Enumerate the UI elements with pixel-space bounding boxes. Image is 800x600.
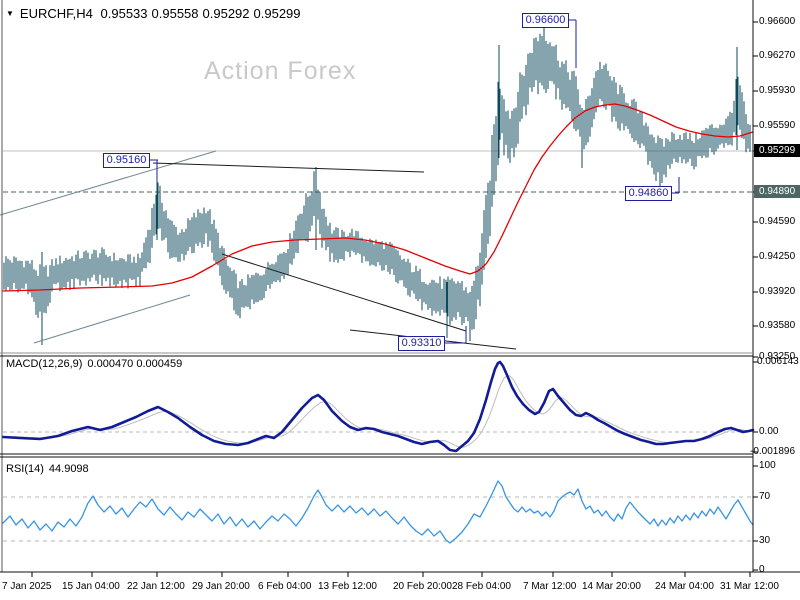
time-axis-label: 22 Jan 12:00	[127, 581, 185, 592]
rsi-name: RSI(14)	[6, 463, 44, 475]
rsi-axis-label: 70	[759, 491, 771, 502]
price-axis-label: 0.94250	[759, 251, 796, 262]
time-axis-label: 7 Jan 2025	[2, 581, 52, 592]
time-axis-label: 14 Mar 20:00	[582, 581, 641, 592]
rsi-axis-label: 100	[759, 460, 776, 471]
ohlc-high: 0.95558	[151, 6, 199, 21]
price-tag-0.93310[interactable]: 0.93310	[398, 336, 445, 351]
time-axis-label: 20 Feb 20:00	[393, 581, 452, 592]
rsi-axis-label: 30	[759, 535, 771, 546]
price-tag-0.95160[interactable]: 0.95160	[103, 153, 150, 168]
price-axis-label: 0.95590	[759, 120, 796, 131]
price-axis-label: 0.93580	[759, 320, 796, 331]
ohlc-open: 0.95533	[100, 6, 148, 21]
rsi-axis-label: 0	[759, 564, 765, 575]
time-axis-label: 6 Feb 04:00	[258, 581, 312, 592]
watermark: Action Forex	[204, 57, 357, 85]
macd-axis-label: 0.006143	[757, 356, 799, 367]
price-axis-label: 0.94590	[759, 216, 796, 227]
time-axis-label: 15 Jan 04:00	[62, 581, 120, 592]
macd-values: 0.000470 0.000459	[87, 358, 183, 370]
ohlc-close: 0.95299	[253, 6, 301, 21]
chart-header: ▼ EURCHF,H4 0.95533 0.95558 0.95292 0.95299	[6, 6, 305, 21]
macd-axis-label: -0.001896	[750, 446, 796, 457]
price-axis-label: 0.93250	[759, 351, 796, 362]
level-price-label: 0.94890	[754, 185, 800, 198]
macd-name: MACD(12,26,9)	[6, 358, 83, 370]
rsi-indicator-label: RSI(14) 44.9098	[6, 463, 94, 475]
time-axis-label: 24 Mar 04:00	[655, 581, 714, 592]
price-tag-0.96600[interactable]: 0.96600	[522, 13, 569, 28]
price-tag-0.94860[interactable]: 0.94860	[625, 186, 672, 201]
macd-axis-label: 0.00	[759, 426, 779, 437]
price-axis-label: 0.96270	[759, 50, 796, 61]
time-axis-label: 31 Mar 12:00	[720, 581, 779, 592]
ohlc-low: 0.95292	[202, 6, 250, 21]
macd-indicator-label: MACD(12,26,9) 0.000470 0.000459	[6, 358, 187, 370]
symbol-timeframe: EURCHF,H4	[19, 6, 93, 21]
current-price-label: 0.95299	[754, 144, 800, 157]
time-axis-label: 29 Jan 20:00	[192, 581, 250, 592]
price-axis-label: 0.93920	[759, 286, 796, 297]
time-axis-label: 13 Feb 12:00	[318, 581, 377, 592]
price-axis-label: 0.96600	[759, 16, 796, 27]
price-axis-label: 0.95930	[759, 85, 796, 96]
collapse-arrow-icon[interactable]: ▼	[6, 9, 14, 18]
time-axis-label: 28 Feb 04:00	[452, 581, 511, 592]
time-axis-label: 7 Mar 12:00	[523, 581, 577, 592]
rsi-values: 44.9098	[48, 463, 89, 475]
